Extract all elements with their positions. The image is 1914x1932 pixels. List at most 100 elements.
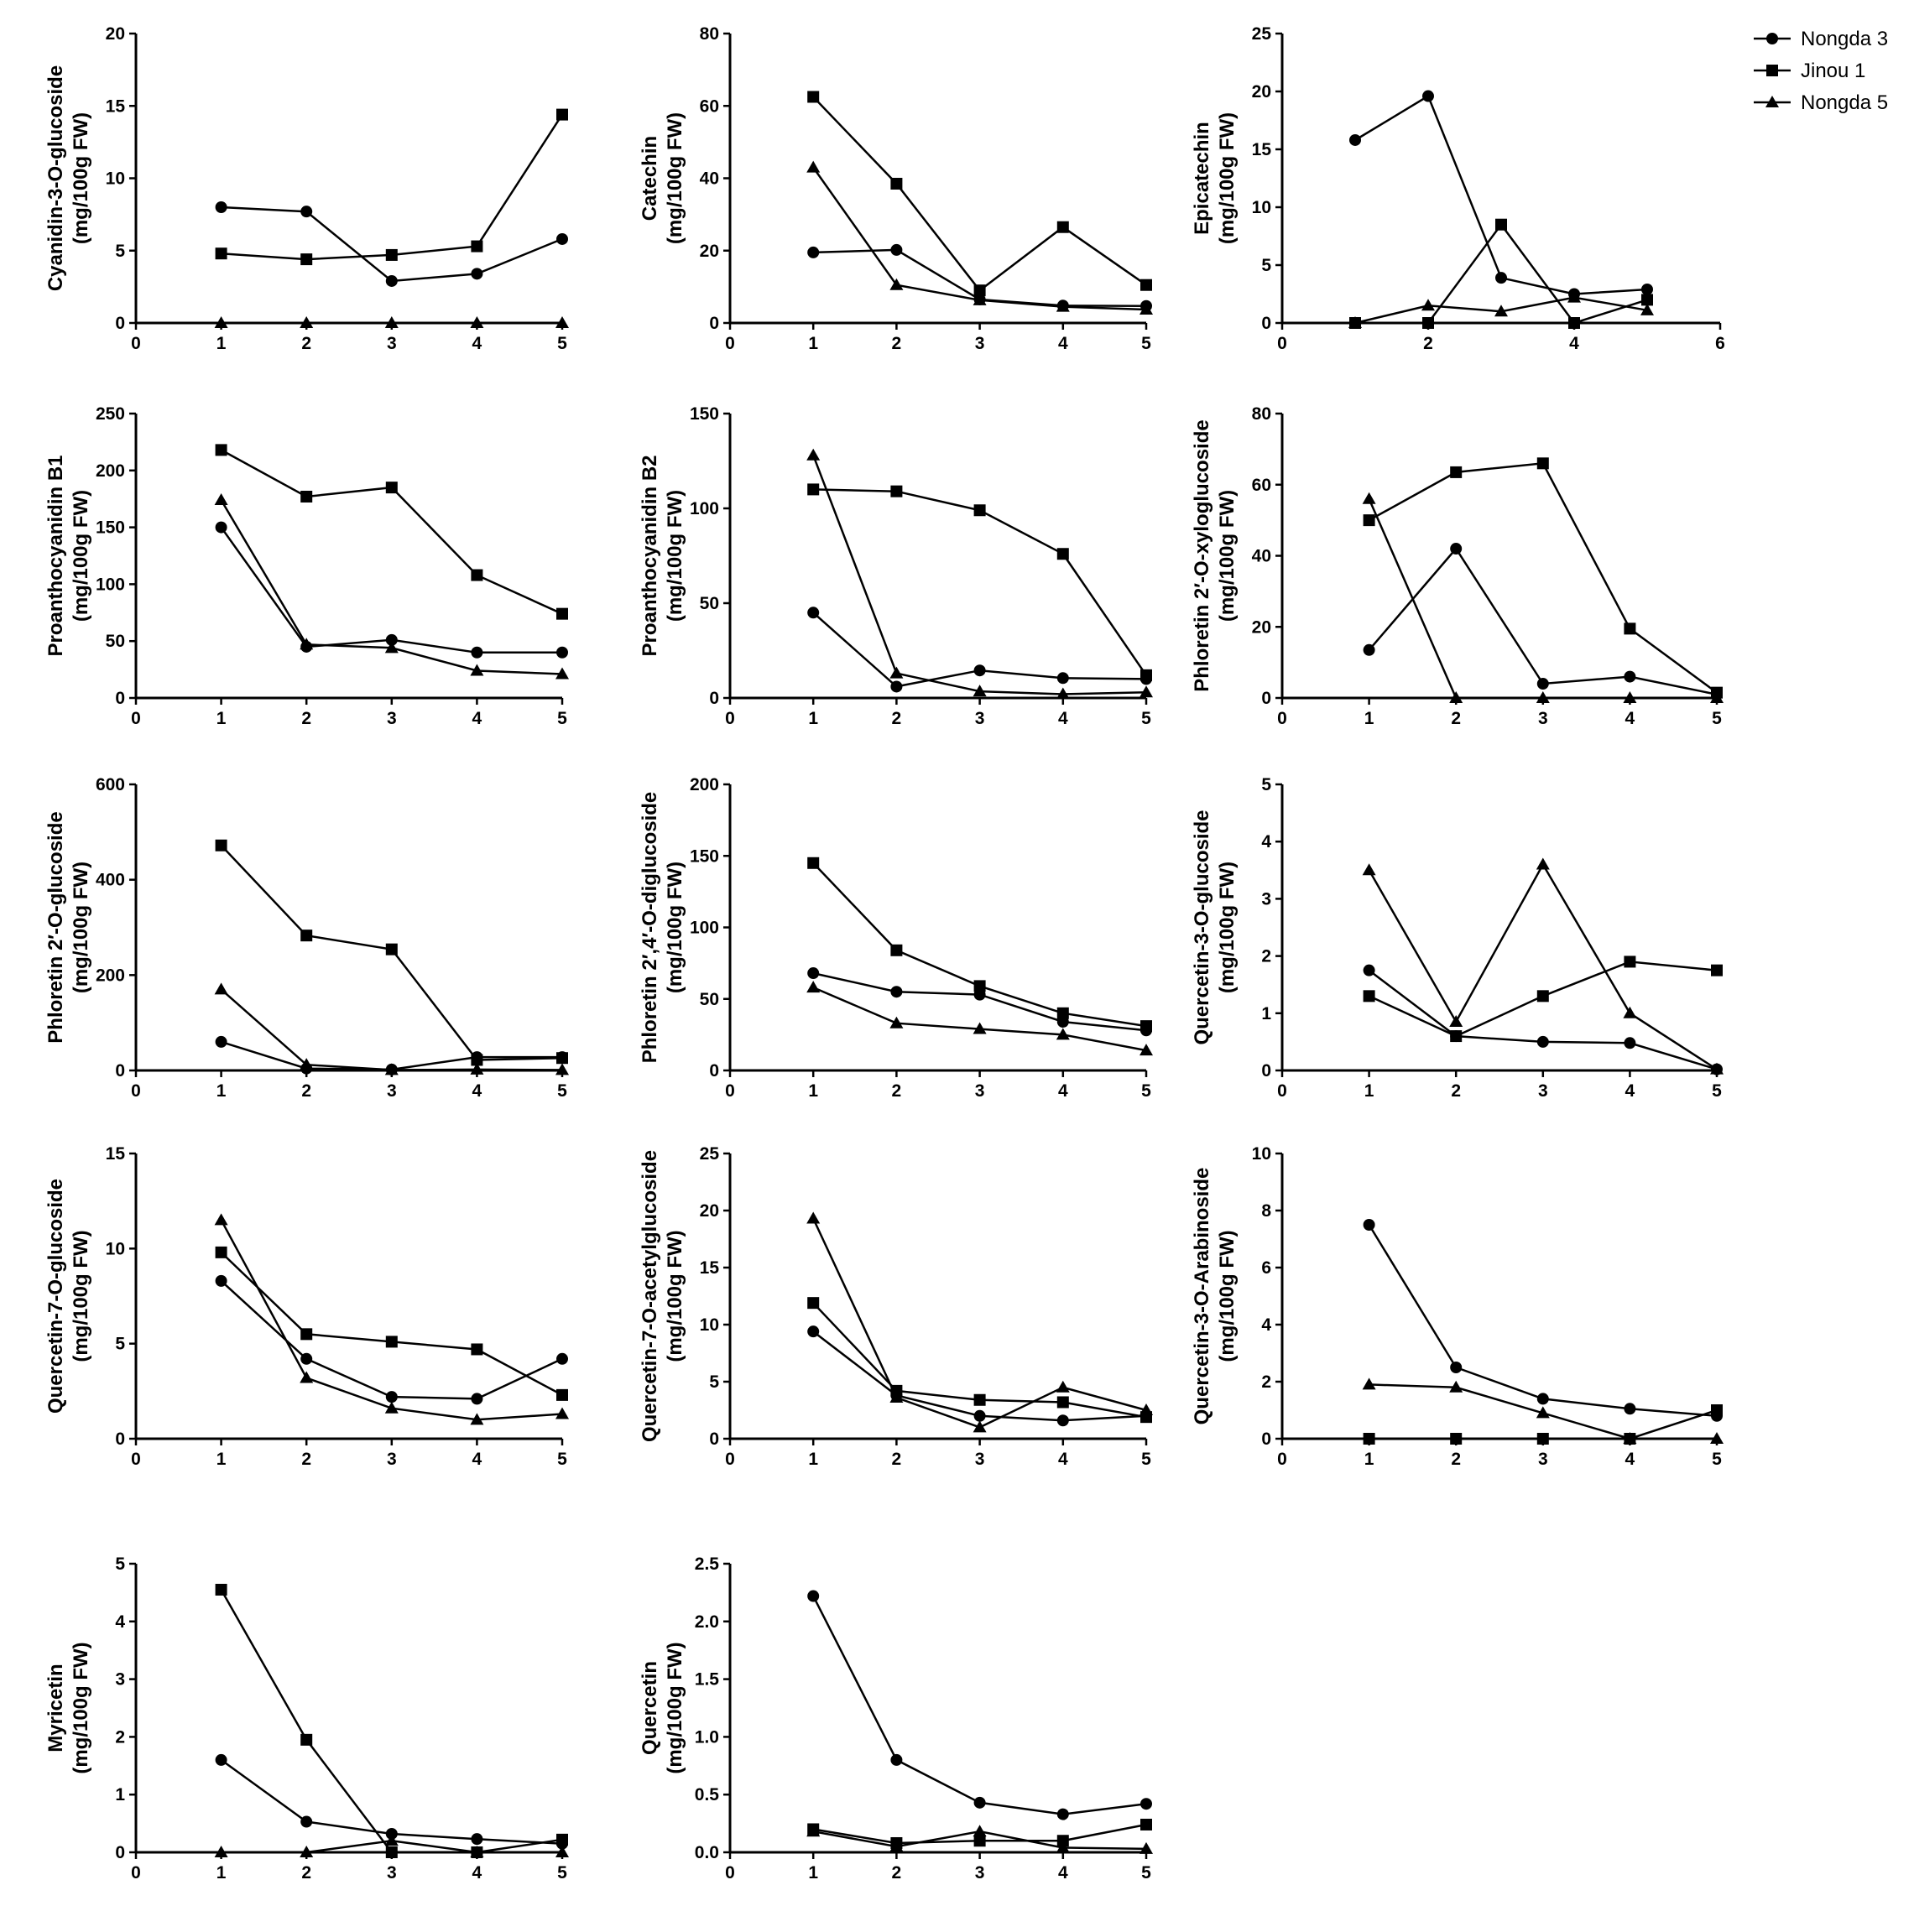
data-point-jinou-1 <box>1711 964 1723 976</box>
series-line-jinou-1 <box>221 113 564 261</box>
y-tick-label: 25 <box>1252 24 1272 44</box>
x-tick-label: 4 <box>1058 1081 1068 1101</box>
data-point-jinou-1 <box>1140 669 1152 681</box>
chart-panel-2: 0 20 40 60 80 0 1 2 3 4 5 Catechin (mg/100g FW) <box>639 24 1153 353</box>
y-tick-label: 10 <box>1252 1144 1271 1164</box>
y-tick-label: 5 <box>115 242 125 261</box>
data-point-nongda-3 <box>1641 283 1653 295</box>
data-point-nongda-3 <box>890 243 903 256</box>
data-point-nongda-5 <box>470 1062 484 1075</box>
data-point-jinou-1 <box>1363 990 1375 1002</box>
y-axis-label: Phloretin 2′-O-xyloglucoside <box>1191 419 1213 691</box>
data-point-jinou-1 <box>300 490 313 503</box>
data-point-nongda-5 <box>1623 1432 1637 1444</box>
data-point-nongda-3 <box>807 246 820 258</box>
y-tick-label: 200 <box>690 775 719 794</box>
data-point-jinou-1 <box>556 1388 568 1401</box>
legend-entry-nongda-3: Nongda 3 <box>1754 28 1888 50</box>
data-point-jinou-1 <box>1495 218 1507 231</box>
chart-panel-13: 0 1 2 3 4 5 0 1 2 3 4 5 Myricetin (mg/100g FW) <box>44 1554 569 1883</box>
data-point-nongda-3 <box>471 1833 483 1846</box>
data-point-nongda-5 <box>214 316 228 328</box>
x-tick-label: 5 <box>1712 1450 1722 1469</box>
y-tick-label: 15 <box>106 96 126 116</box>
x-tick-label: 0 <box>131 1081 141 1101</box>
y-axis-unit-label: (mg/100g FW) <box>70 862 92 993</box>
data-point-jinou-1 <box>471 1054 483 1066</box>
y-tick-label: 50 <box>700 990 719 1009</box>
data-point-jinou-1 <box>385 1846 398 1858</box>
data-point-jinou-1 <box>1536 1433 1549 1445</box>
data-point-jinou-1 <box>556 607 568 620</box>
data-point-jinou-1 <box>556 1052 568 1065</box>
data-point-nongda-5 <box>1623 1006 1637 1018</box>
y-axis-unit-label: (mg/100g FW) <box>664 1230 686 1362</box>
data-point-nongda-5 <box>1056 687 1070 700</box>
data-point-nongda-3 <box>556 232 568 245</box>
legend-label: Nongda 5 <box>1801 91 1888 114</box>
y-axis-label: Quercetin-7-O-glucoside <box>44 1179 67 1414</box>
x-tick-label: 2 <box>1423 334 1433 353</box>
data-point-nongda-3 <box>471 646 483 659</box>
y-tick-label: 200 <box>96 461 125 481</box>
data-point-nongda-5 <box>384 1401 399 1414</box>
data-point-nongda-5 <box>806 981 821 993</box>
y-axis-unit-label: (mg/100g FW) <box>664 862 686 993</box>
data-point-jinou-1 <box>1624 622 1636 635</box>
data-point-nongda-5 <box>300 1846 314 1857</box>
chart-panel-4: 0 50 100 150 200 250 0 1 2 3 4 5 Proanthocyanidin B1… <box>44 404 569 728</box>
y-tick-label: 0 <box>709 314 719 333</box>
series-line-jinou-1 <box>220 1589 563 1854</box>
data-point-jinou-1 <box>1056 1007 1069 1019</box>
y-axis-unit-label: (mg/100g FW) <box>1216 862 1239 993</box>
data-point-nongda-5 <box>214 982 228 995</box>
y-tick-label: 0 <box>709 689 719 708</box>
y-tick-label: 15 <box>1252 140 1272 159</box>
data-point-jinou-1 <box>471 569 483 581</box>
y-tick-label: 80 <box>1252 404 1271 424</box>
x-tick-label: 1 <box>808 1863 818 1883</box>
y-tick-label: 6 <box>1261 1258 1271 1278</box>
y-tick-label: 20 <box>1252 82 1271 102</box>
x-tick-label: 0 <box>725 1863 735 1883</box>
data-point-nongda-3 <box>807 607 820 619</box>
legend-entry-jinou-1: Jinou 1 <box>1754 60 1865 82</box>
y-tick-label: 1 <box>1261 1004 1271 1023</box>
data-point-jinou-1 <box>973 284 986 297</box>
x-tick-label: 0 <box>1277 1081 1287 1101</box>
x-tick-label: 4 <box>1058 1863 1068 1883</box>
y-tick-label: 0 <box>1261 1061 1271 1081</box>
x-tick-label: 2 <box>301 334 311 353</box>
x-tick-label: 2 <box>892 709 902 728</box>
data-point-nongda-3 <box>1056 1414 1069 1427</box>
y-tick-label: 15 <box>106 1144 126 1164</box>
series-line-nongda-3 <box>221 206 563 283</box>
x-tick-label: 1 <box>808 1450 818 1469</box>
legend-marker-triangle <box>1765 96 1779 107</box>
data-point-nongda-5 <box>973 1420 987 1433</box>
y-tick-label: 50 <box>700 594 719 613</box>
x-tick-label: 3 <box>387 334 397 353</box>
y-tick-label: 250 <box>96 404 125 424</box>
data-point-jinou-1 <box>471 1343 483 1356</box>
data-point-nongda-3 <box>1450 543 1463 555</box>
data-point-jinou-1 <box>385 248 398 261</box>
data-point-nongda-3 <box>385 633 398 646</box>
x-tick-label: 2 <box>892 1450 902 1469</box>
data-point-nongda-3 <box>1363 643 1375 656</box>
y-axis-label: Proanthocyanidin B1 <box>44 455 67 656</box>
y-tick-label: 0 <box>1261 314 1271 333</box>
data-point-nongda-5 <box>1140 1841 1153 1854</box>
data-point-nongda-5 <box>806 448 821 461</box>
data-point-jinou-1 <box>1624 956 1636 968</box>
data-point-jinou-1 <box>1140 1818 1152 1830</box>
data-point-nongda-5 <box>214 1846 228 1857</box>
x-tick-label: 5 <box>1141 1863 1151 1883</box>
y-tick-label: 0 <box>1261 689 1271 708</box>
chart-panel-11: 0 5 10 15 20 25 0 1 2 3 4 5 Quercetin-7-O-acetylgluc… <box>639 1144 1153 1469</box>
y-tick-label: 1.0 <box>695 1727 719 1747</box>
x-tick-label: 4 <box>472 1450 482 1469</box>
y-axis-label: Cyanidin-3-O-glucoside <box>44 65 67 291</box>
data-point-jinou-1 <box>890 485 903 497</box>
data-point-jinou-1 <box>1363 514 1375 527</box>
